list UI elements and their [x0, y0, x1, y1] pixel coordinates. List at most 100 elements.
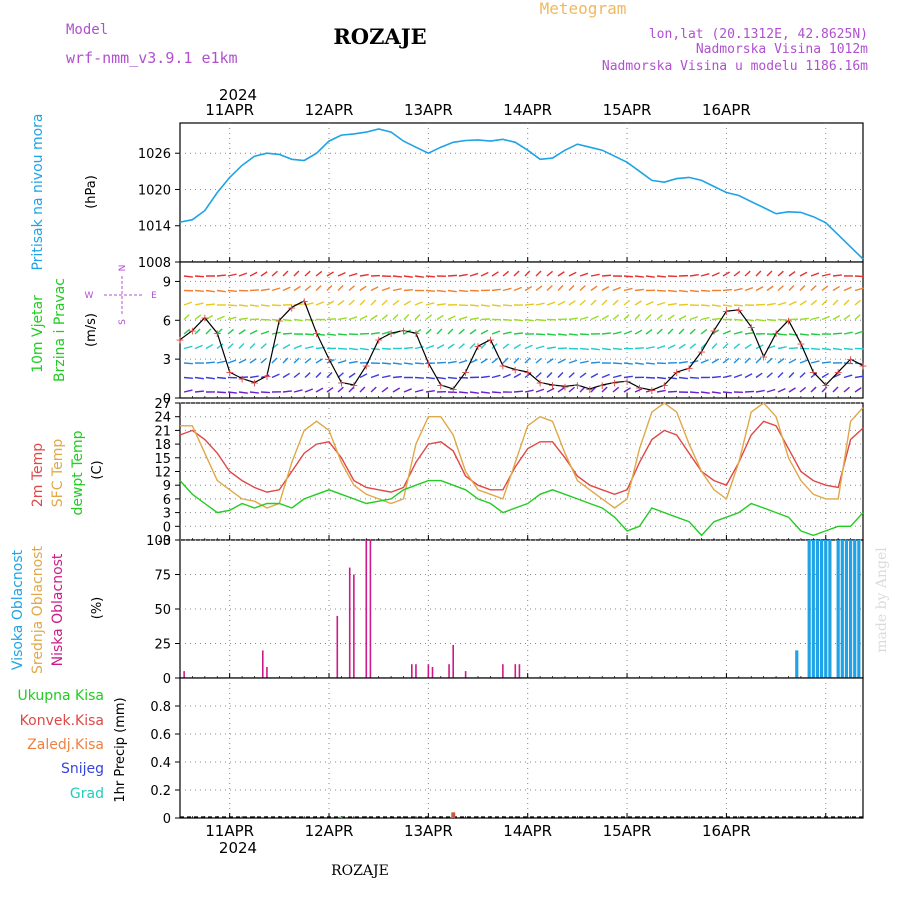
wind-arrow	[700, 304, 710, 307]
wind-arrow	[843, 347, 853, 351]
wind-arrow	[689, 343, 697, 350]
wind-arrow	[535, 388, 545, 393]
wind-arrow	[535, 372, 542, 379]
wind-arrow	[491, 343, 498, 350]
wind-arrow	[491, 357, 499, 364]
wind-arrow	[337, 285, 344, 291]
wind-arrow	[590, 285, 598, 292]
compass-west: W	[85, 291, 94, 301]
wind-arrow	[216, 315, 225, 321]
wind-arrow	[337, 347, 348, 350]
wind-arrow	[810, 272, 820, 277]
low-cloud-bar	[353, 574, 355, 678]
wind-gust-marker: +	[300, 295, 309, 308]
wind-arrow	[370, 373, 380, 379]
wind-arrow	[810, 299, 818, 306]
wind-arrow	[843, 374, 853, 379]
low-cloud-bar	[464, 671, 467, 678]
y-tick-label: 1020	[138, 183, 171, 198]
low-cloud-bar	[348, 567, 351, 678]
wind-arrow	[348, 372, 356, 379]
wind-arrow	[722, 357, 730, 364]
wind-gust-marker: +	[449, 383, 458, 396]
wind-arrow	[821, 285, 829, 292]
wind-arrow	[436, 314, 444, 321]
wind-arrow	[381, 386, 389, 393]
wind-arrow	[546, 371, 553, 378]
y-tick-label: 0	[163, 812, 171, 827]
wind-arrow	[689, 328, 696, 335]
wind-arrow	[568, 271, 577, 277]
wind-arrow	[601, 299, 608, 306]
wind-arrow	[304, 372, 311, 379]
low-cloud-bar	[183, 671, 185, 678]
wind-arrow	[667, 390, 678, 393]
top-year: 2024	[219, 86, 257, 104]
wind-arrow	[524, 389, 534, 393]
wind-arrow	[689, 273, 699, 277]
precip-bar	[339, 816, 343, 818]
wind-arrow	[821, 361, 831, 364]
wind-arrow	[854, 387, 862, 393]
wind-arrow	[227, 289, 237, 293]
wind-gust-marker: +	[622, 375, 631, 388]
y-tick-label: 1026	[138, 147, 171, 162]
wind-gust-marker: +	[610, 376, 619, 389]
low-cloud-bar	[365, 540, 368, 678]
y-tick-label: 0.8	[150, 700, 171, 715]
wind-arrow	[733, 304, 743, 307]
wind-arrow	[557, 271, 565, 277]
wind-arrow	[623, 314, 630, 321]
wind-arrow	[656, 345, 666, 350]
wind-arrow	[656, 301, 666, 306]
wind-arrow	[293, 270, 300, 277]
y-tick-label: 27	[154, 397, 171, 412]
wind-arrow	[854, 314, 861, 321]
wind-arrow	[656, 275, 666, 278]
wind-gust-marker: +	[213, 327, 222, 340]
wind-arrow	[711, 375, 721, 379]
wind-arrow	[337, 272, 346, 277]
wind-arrow	[425, 328, 432, 335]
lonlat-info: lon,lat (20.1312E, 42.8625N)	[649, 27, 868, 42]
wind-arrow	[810, 316, 820, 321]
wind-arrow	[403, 288, 413, 292]
wind-arrow	[634, 313, 641, 320]
wind-arrow	[590, 299, 597, 306]
wind-arrow	[216, 343, 224, 350]
wind-arrow	[480, 375, 490, 379]
wind-arrow	[546, 301, 556, 306]
high-cloud-bar	[815, 540, 820, 678]
wind-arrow	[700, 289, 710, 292]
wind-arrow	[359, 347, 369, 351]
wind-arrow	[227, 391, 237, 394]
wind-gust-marker: +	[771, 327, 780, 340]
high-cloud-bar	[820, 540, 824, 678]
wind-arrow	[337, 359, 347, 364]
wind-arrow	[535, 302, 545, 306]
bottom-date-axis: 11APR 12APR 13APR 14APR 15APR 16APR	[205, 822, 751, 840]
wind-arrow	[535, 345, 545, 350]
wind-gust-marker: +	[709, 325, 718, 338]
wind-arrow	[645, 376, 656, 379]
y-tick-label: 6	[163, 493, 171, 508]
wind-arrow	[458, 343, 465, 350]
wind-arrow	[359, 373, 368, 379]
wind-arrow	[722, 288, 732, 292]
wind-arrow	[227, 343, 234, 350]
wind-arrow	[601, 347, 611, 351]
wind-arrow	[304, 388, 314, 393]
wind-arrow	[425, 275, 435, 278]
wind-arrow	[502, 373, 511, 379]
wind-arrow	[744, 373, 753, 379]
y-tick-label: 9	[163, 479, 171, 494]
high-cloud-bar	[848, 540, 853, 678]
wind-arrow	[304, 345, 314, 350]
wind-arrow	[370, 314, 378, 321]
wind-arrow	[260, 343, 267, 350]
wind-arrow	[458, 273, 468, 277]
wind-arrow	[282, 318, 292, 322]
wind-arrow	[491, 288, 501, 292]
y-tick-label: 24	[154, 411, 171, 426]
wind-arrow	[799, 372, 806, 379]
